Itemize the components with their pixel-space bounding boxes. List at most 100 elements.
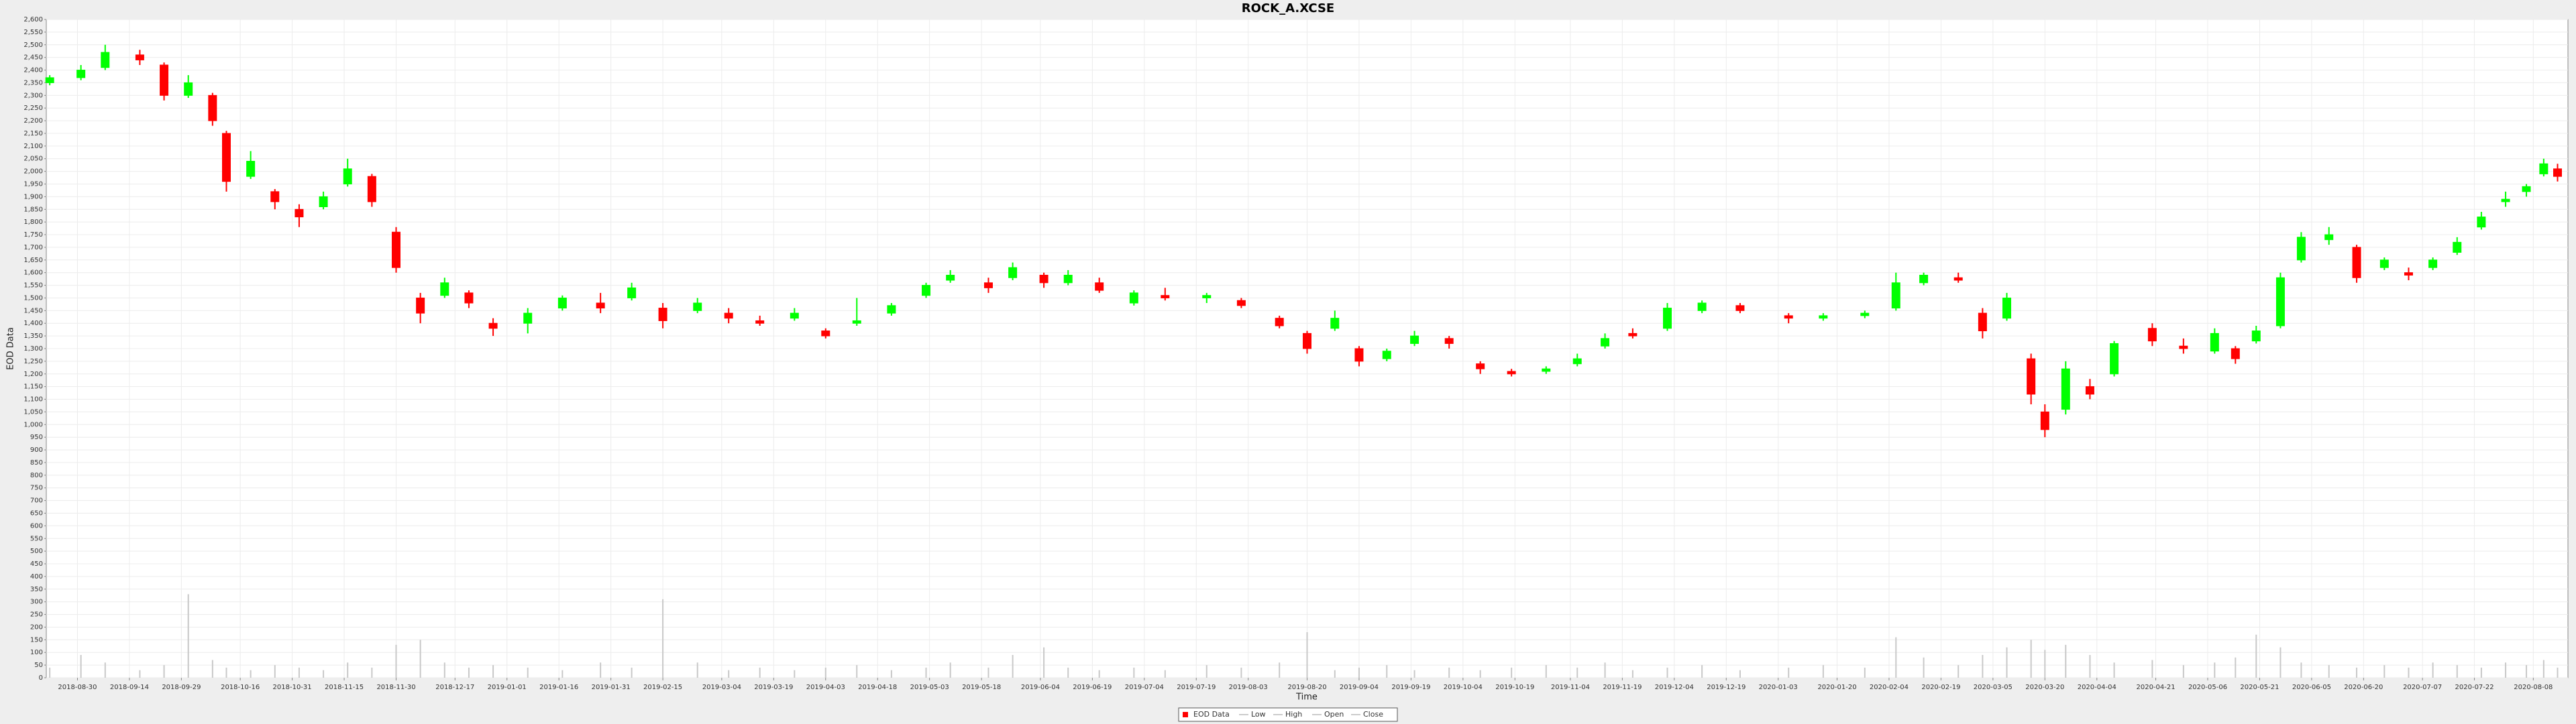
y-tick-label: 1,500: [23, 294, 43, 302]
candle-body: [1303, 333, 1311, 349]
x-tick-label: 2020-01-03: [1759, 684, 1798, 691]
y-tick-label: 1,750: [23, 231, 43, 239]
candle-body: [343, 168, 352, 184]
x-tick-label: 2019-08-03: [1229, 684, 1268, 691]
candle-body: [464, 292, 474, 304]
candle-body: [2352, 247, 2361, 278]
candle-body: [2061, 368, 2070, 410]
x-tick-label: 2020-03-20: [2025, 684, 2064, 691]
legend-label: Low: [1251, 710, 1266, 719]
legend-label: Open: [1324, 710, 1344, 719]
candle-body: [1507, 371, 1516, 375]
x-tick-label: 2020-03-05: [1974, 684, 2012, 691]
candle-body: [1860, 312, 1870, 316]
x-tick-label: 2019-08-20: [1287, 684, 1326, 691]
chart-title: ROCK_A.XCSE: [1242, 1, 1334, 15]
candle-body: [488, 322, 498, 329]
y-tick-label: 1,600: [23, 269, 43, 277]
candle-body: [724, 312, 733, 319]
y-tick-label: 700: [30, 497, 43, 505]
x-tick-label: 2020-05-21: [2240, 684, 2279, 691]
y-tick-label: 600: [30, 522, 43, 530]
y-tick-label: 2,300: [23, 92, 43, 99]
candle-body: [1039, 274, 1049, 284]
x-tick-label: 2019-07-04: [1125, 684, 1164, 691]
y-tick-label: 2,450: [23, 54, 43, 62]
x-tick-label: 2018-10-16: [221, 684, 260, 691]
candle-body: [596, 302, 605, 309]
y-tick-label: 1,900: [23, 193, 43, 200]
candle-body: [2027, 358, 2036, 395]
y-tick-label: 800: [30, 472, 43, 479]
x-tick-label: 2019-10-04: [1444, 684, 1483, 691]
candle-body: [2251, 330, 2261, 342]
y-tick-label: 450: [30, 560, 43, 568]
y-tick-label: 2,550: [23, 29, 43, 36]
x-tick-label: 2018-12-17: [435, 684, 474, 691]
candle-body: [2453, 241, 2462, 253]
candle-body: [416, 297, 425, 314]
y-tick-label: 2,200: [23, 117, 43, 125]
y-tick-label: 300: [30, 599, 43, 606]
candle-body: [222, 133, 231, 182]
y-tick-label: 2,050: [23, 156, 43, 163]
legend-label: High: [1285, 710, 1302, 719]
candle-body: [2501, 198, 2510, 202]
candle-body: [160, 64, 169, 96]
candle-body: [658, 308, 667, 321]
candle-body: [1202, 295, 1212, 298]
y-tick-label: 1,300: [23, 345, 43, 353]
y-tick-label: 1,550: [23, 282, 43, 290]
candle-body: [1410, 335, 1419, 344]
y-tick-label: 1,000: [23, 421, 43, 428]
y-tick-label: 650: [30, 510, 43, 518]
y-tick-label: 550: [30, 535, 43, 542]
x-tick-label: 2019-10-19: [1495, 684, 1534, 691]
x-tick-label: 2019-04-18: [858, 684, 897, 691]
y-tick-label: 2,350: [23, 79, 43, 86]
y-tick-label: 1,400: [23, 320, 43, 327]
candle-body: [208, 95, 217, 121]
x-tick-label: 2020-02-04: [1870, 684, 1909, 691]
candle-body: [1978, 312, 1987, 332]
x-tick-label: 2019-11-04: [1551, 684, 1590, 691]
x-tick-label: 2019-11-19: [1603, 684, 1642, 691]
legend-swatch: [1183, 712, 1188, 717]
candle-body: [1275, 318, 1284, 326]
candle-body: [1063, 274, 1073, 284]
candle-body: [1663, 308, 1672, 329]
x-tick-label: 2020-08-08: [2514, 684, 2553, 691]
y-tick-label: 500: [30, 548, 43, 555]
y-tick-label: 350: [30, 586, 43, 593]
x-tick-label: 2019-03-19: [754, 684, 793, 691]
candle-body: [922, 285, 931, 296]
x-tick-label: 2019-06-19: [1073, 684, 1112, 691]
x-tick-label: 2018-08-30: [58, 684, 97, 691]
y-axis-label: EOD Data: [6, 327, 16, 370]
candle-body: [2404, 272, 2413, 276]
x-tick-label: 2018-09-14: [110, 684, 149, 691]
x-tick-label: 2018-10-31: [273, 684, 312, 691]
candle-body: [1354, 348, 1364, 362]
x-tick-label: 2020-07-22: [2455, 684, 2494, 691]
candle-body: [1382, 351, 1391, 359]
candle-body: [367, 176, 376, 202]
x-tick-label: 2020-01-20: [1817, 684, 1856, 691]
candle-body: [246, 161, 256, 177]
candle-body: [1444, 338, 1454, 344]
candle-body: [1161, 295, 1170, 298]
grid: [46, 19, 2568, 678]
candle-body: [2522, 186, 2531, 192]
x-tick-label: 2020-06-20: [2344, 684, 2383, 691]
candle-body: [2477, 217, 2486, 228]
x-tick-label: 2019-01-31: [592, 684, 631, 691]
y-tick-label: 1,150: [23, 383, 43, 391]
candle-body: [2231, 348, 2240, 359]
x-tick-label: 2019-09-04: [1340, 684, 1379, 691]
candle-body: [2296, 237, 2306, 261]
candle-body: [2275, 277, 2285, 326]
y-tick-label: 2,600: [23, 16, 43, 23]
candle-body: [1819, 315, 1828, 319]
candle-body: [440, 282, 449, 296]
